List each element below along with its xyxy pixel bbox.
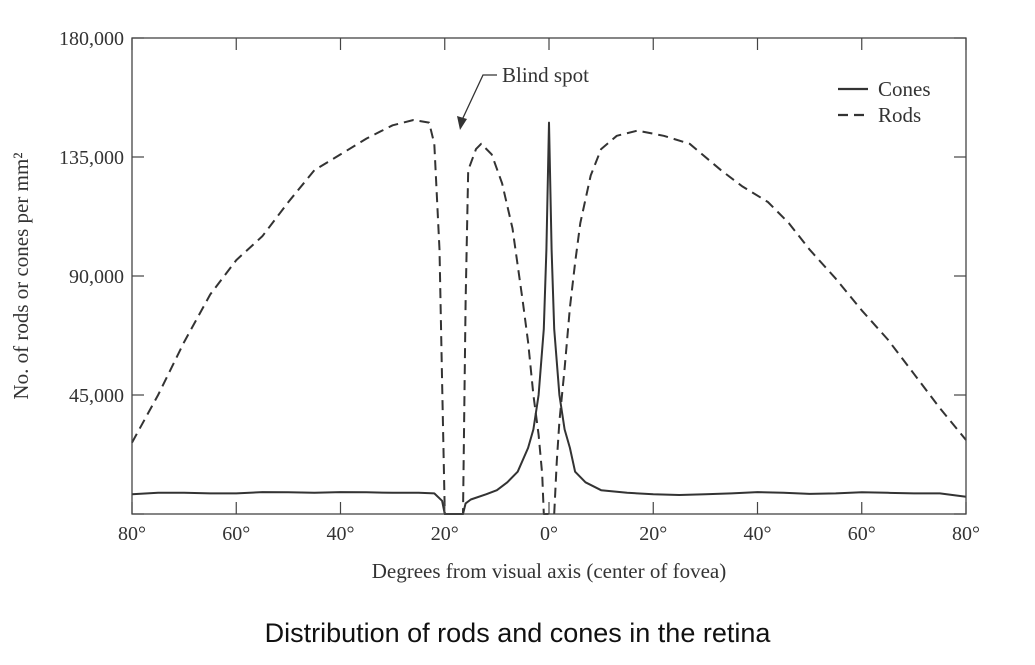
y-axis-title: No. of rods or cones per mm² (9, 152, 33, 399)
blind-spot-leader-line (461, 74, 497, 121)
figure-caption: Distribution of rods and cones in the re… (264, 618, 771, 648)
x-tick-label: 80° (118, 523, 146, 545)
legend: Cones Rods (838, 77, 931, 127)
legend-label-cones: Cones (878, 77, 931, 101)
blind-spot-arrowhead (457, 116, 467, 130)
legend-label-rods: Rods (878, 103, 921, 127)
chart-marks (131, 119, 967, 515)
x-tick-label: 80° (952, 523, 980, 545)
x-tick-label: 60° (848, 523, 876, 545)
y-tick-label: 90,000 (69, 266, 124, 288)
x-tick-label: 0° (540, 523, 558, 545)
blind-spot-label: Blind spot (502, 63, 589, 87)
y-tick-label: 45,000 (69, 385, 124, 407)
x-tick-label: 60° (222, 523, 250, 545)
x-axis: 80° 60° 40° 20° 0° 20° 40° 60° 80° (118, 38, 980, 545)
x-tick-label: 20° (639, 523, 667, 545)
x-tick-label: 40° (744, 523, 772, 545)
y-tick-label: 180,000 (59, 28, 124, 50)
y-tick-label: 135,000 (59, 147, 124, 169)
x-axis-title: Degrees from visual axis (center of fove… (372, 559, 727, 583)
x-tick-label: 20° (431, 523, 459, 545)
plot-frame (131, 37, 967, 515)
series-line-cones (131, 121, 967, 515)
y-axis: 45,000 90,000 135,000 180,000 (59, 28, 966, 515)
blind-spot-annotation: Blind spot (457, 63, 589, 130)
x-tick-label: 40° (327, 523, 355, 545)
series-line-rods (131, 119, 967, 515)
